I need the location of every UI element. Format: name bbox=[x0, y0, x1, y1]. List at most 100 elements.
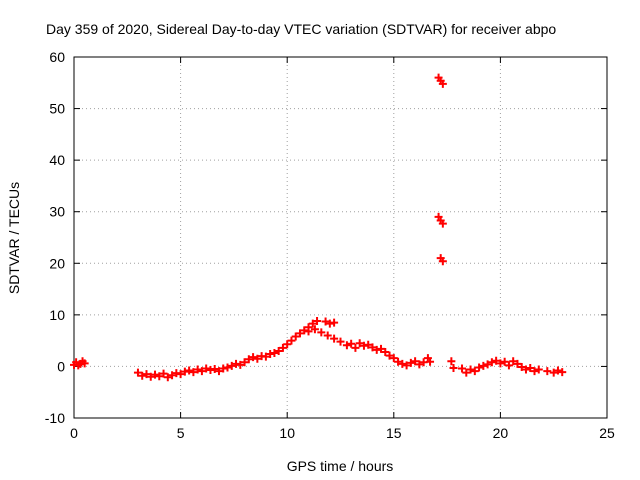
data-point bbox=[249, 353, 258, 362]
data-point bbox=[236, 360, 245, 369]
data-point bbox=[313, 317, 322, 326]
data-point bbox=[368, 343, 377, 352]
data-point bbox=[261, 352, 270, 361]
y-tick-label: 0 bbox=[57, 358, 65, 374]
data-point bbox=[402, 361, 411, 370]
data-point bbox=[385, 351, 394, 360]
data-point bbox=[530, 367, 539, 376]
data-point bbox=[142, 370, 151, 379]
x-tick-label: 15 bbox=[386, 425, 402, 441]
data-point bbox=[317, 328, 326, 337]
data-points bbox=[70, 73, 567, 382]
data-point bbox=[411, 357, 420, 366]
chart-title: Day 359 of 2020, Sidereal Day-to-day VTE… bbox=[46, 21, 556, 37]
data-point bbox=[458, 364, 467, 373]
data-point bbox=[189, 368, 198, 377]
y-tick-label: -10 bbox=[45, 410, 65, 426]
x-tick-label: 20 bbox=[493, 425, 509, 441]
grid bbox=[74, 57, 607, 418]
data-point bbox=[223, 363, 232, 372]
data-point bbox=[159, 369, 168, 378]
data-point bbox=[483, 360, 492, 369]
data-point bbox=[330, 318, 339, 327]
data-point bbox=[549, 368, 558, 377]
data-point bbox=[330, 334, 339, 343]
data-point bbox=[398, 359, 407, 368]
data-point bbox=[283, 340, 292, 349]
data-point bbox=[504, 361, 513, 370]
y-tick-label: 60 bbox=[49, 49, 65, 65]
data-point bbox=[253, 354, 262, 363]
data-point bbox=[325, 319, 334, 328]
data-point bbox=[466, 365, 475, 374]
data-point bbox=[377, 344, 386, 353]
data-point bbox=[438, 219, 447, 228]
data-point bbox=[291, 332, 300, 341]
data-point bbox=[521, 365, 530, 374]
data-point bbox=[534, 365, 543, 374]
y-tick-label: 40 bbox=[49, 152, 65, 168]
data-point bbox=[406, 358, 415, 367]
data-point bbox=[304, 327, 313, 336]
data-point bbox=[381, 347, 390, 356]
y-axis: -10 0 10 20 30 40 50 60 bbox=[45, 49, 607, 426]
data-point bbox=[389, 354, 398, 363]
x-axis-title: GPS time / hours bbox=[287, 458, 394, 474]
x-tick-label: 5 bbox=[177, 425, 185, 441]
data-point bbox=[227, 361, 236, 370]
data-point bbox=[180, 367, 189, 376]
data-point bbox=[274, 346, 283, 355]
data-point bbox=[509, 357, 518, 366]
data-point bbox=[438, 257, 447, 266]
data-point bbox=[151, 370, 160, 379]
data-point bbox=[80, 359, 89, 368]
data-point bbox=[163, 373, 172, 382]
data-point bbox=[146, 372, 155, 381]
data-point bbox=[232, 359, 241, 368]
data-point bbox=[470, 367, 479, 376]
data-point bbox=[492, 356, 501, 365]
data-point bbox=[496, 359, 505, 368]
data-point bbox=[475, 363, 484, 372]
data-point bbox=[214, 367, 223, 376]
data-point bbox=[270, 349, 279, 358]
data-point bbox=[517, 362, 526, 371]
y-tick-label: 30 bbox=[49, 204, 65, 220]
data-point bbox=[193, 365, 202, 374]
data-point bbox=[323, 331, 332, 340]
data-point bbox=[500, 357, 509, 366]
data-point bbox=[202, 364, 211, 373]
data-point bbox=[321, 317, 330, 326]
data-point bbox=[210, 365, 219, 374]
data-point bbox=[155, 372, 164, 381]
data-point bbox=[266, 350, 275, 359]
data-point bbox=[168, 371, 177, 380]
data-point bbox=[206, 366, 215, 375]
data-point bbox=[278, 343, 287, 352]
y-tick-label: 20 bbox=[49, 255, 65, 271]
x-tick-label: 25 bbox=[599, 425, 615, 441]
data-point bbox=[449, 363, 458, 372]
data-point bbox=[394, 357, 403, 366]
data-point bbox=[438, 79, 447, 88]
data-point bbox=[342, 341, 351, 350]
data-point bbox=[133, 368, 142, 377]
data-point bbox=[372, 345, 381, 354]
data-point bbox=[543, 367, 552, 376]
data-point bbox=[287, 336, 296, 345]
data-point bbox=[462, 368, 471, 377]
data-point bbox=[447, 357, 456, 366]
y-tick-label: 10 bbox=[49, 307, 65, 323]
data-point bbox=[347, 339, 356, 348]
data-point bbox=[415, 360, 424, 369]
data-point bbox=[359, 341, 368, 350]
data-point bbox=[244, 355, 253, 364]
data-point bbox=[426, 357, 435, 366]
x-tick-label: 10 bbox=[279, 425, 295, 441]
data-point bbox=[336, 337, 345, 346]
data-point bbox=[364, 340, 373, 349]
x-tick-label: 0 bbox=[70, 425, 78, 441]
data-point bbox=[219, 364, 228, 373]
data-point bbox=[197, 367, 206, 376]
data-point bbox=[240, 358, 249, 367]
